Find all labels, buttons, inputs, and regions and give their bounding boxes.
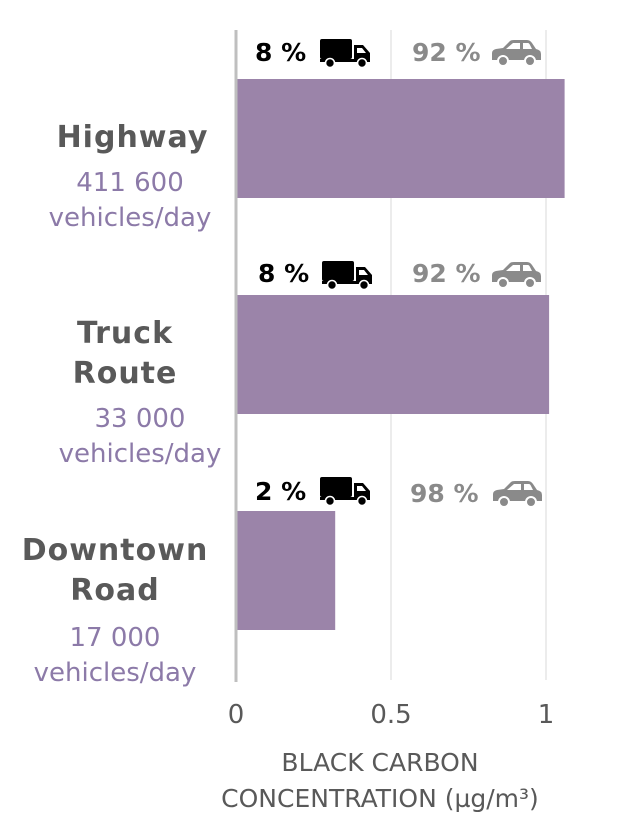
- truck-icon: [320, 477, 370, 506]
- truck-icon: [322, 261, 372, 290]
- bar-downtown-road: [236, 511, 336, 630]
- x-tick-label: 0.5: [370, 700, 412, 730]
- truck-icon: [320, 39, 370, 68]
- truck-share-downtown-road: 2 %: [255, 477, 307, 506]
- car-icon: [492, 40, 541, 67]
- truck-share-highway: 8 %: [255, 38, 307, 67]
- car-share-downtown-road: 98 %: [410, 479, 479, 508]
- category-volume-unit: vehicles/day: [48, 203, 212, 233]
- category-volume-value: 411 600: [76, 168, 184, 198]
- bar-highway: [236, 79, 565, 198]
- car-icon: [493, 481, 542, 508]
- car-icon: [492, 262, 541, 289]
- truck-share-truck-route: 8 %: [258, 259, 310, 288]
- category-volume-value: 17 000: [69, 623, 161, 653]
- bars: [236, 79, 565, 630]
- category-volume-unit: vehicles/day: [58, 439, 222, 469]
- category-label-truck-route: Truck Route: [72, 316, 178, 391]
- category-label-highway: Highway: [56, 120, 209, 155]
- bar-truck-route: [236, 295, 550, 414]
- category-volume-value: 33 000: [94, 404, 186, 434]
- x-tick-label: 0: [227, 700, 245, 730]
- x-tick-label: 1: [537, 700, 555, 730]
- car-share-highway: 92 %: [412, 38, 481, 67]
- x-axis-title-line1: BLACK CARBON: [281, 748, 479, 777]
- category-volume-highway: 411 600 vehicles/day: [30, 166, 230, 236]
- category-label-downtown-road: Downtown Road: [21, 533, 209, 608]
- car-share-truck-route: 92 %: [412, 259, 481, 288]
- category-volume-truck-route: 33 000 vehicles/day: [30, 402, 250, 472]
- category-volume-unit: vehicles/day: [33, 658, 197, 688]
- x-axis-title-line2: CONCENTRATION (µg/m³): [221, 784, 539, 813]
- category-volume-downtown-road: 17 000 vehicles/day: [15, 621, 215, 691]
